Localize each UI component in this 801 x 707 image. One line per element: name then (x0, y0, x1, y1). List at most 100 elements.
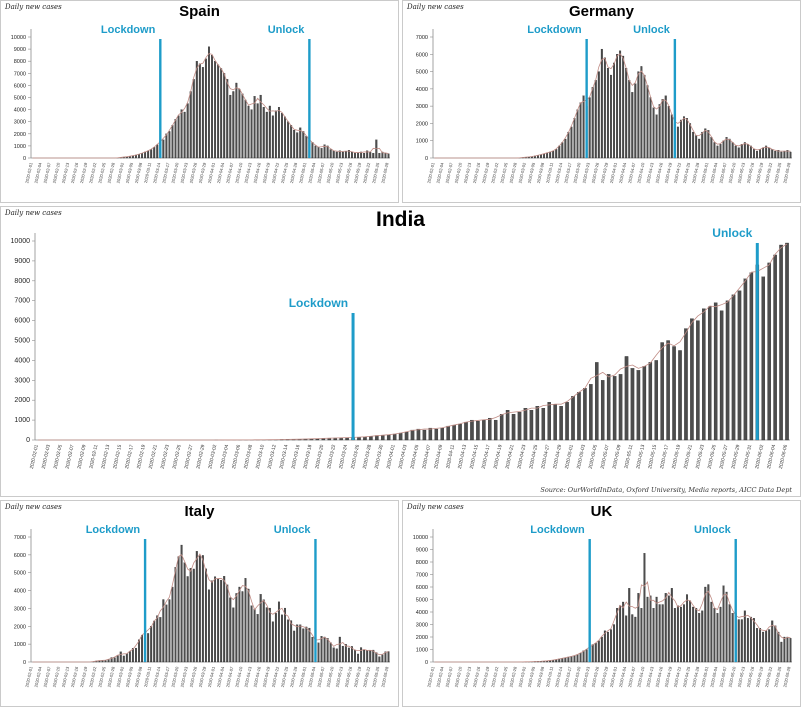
x-tick-label: 2020-03-08 (134, 161, 143, 183)
x-tick-label: 2020-02-13 (100, 444, 111, 470)
x-tick-label: 2020-05-03 (576, 444, 587, 470)
x-tick-label: 2020-05-01 (298, 665, 307, 687)
x-tick-label: 2020-02-28 (106, 161, 115, 183)
x-tick-label: 2020-05-25 (707, 444, 718, 470)
trend-line (32, 553, 389, 663)
x-tick-label: 2020-04-13 (243, 665, 252, 687)
x-tick-label: 2020-03-14 (152, 161, 161, 183)
x-tick-label: 2020-02-10 (454, 665, 463, 687)
x-tick-label: 2020-04-25 (528, 444, 539, 470)
x-tick-label: 2020-05-01 (298, 161, 307, 183)
x-tick-label: 2020-05-07 (718, 665, 727, 687)
x-tick-label: 2020-04-13 (645, 665, 654, 687)
source-note: Source: OurWorldInData, Oxford Universit… (540, 486, 792, 494)
x-tick-label: 2020-05-22 (362, 665, 371, 687)
x-tick-label: 2020-04-01 (207, 161, 216, 183)
chart-title-germany: Germany (568, 3, 635, 20)
x-tick-label: 2020-05-23 (695, 444, 706, 470)
x-tick-label: 2020-05-04 (709, 665, 718, 687)
x-tick-label: 2020-04-16 (252, 161, 261, 183)
x-tick-label: 2020-04-07 (225, 161, 234, 183)
y-tick-label: 2000 (14, 397, 30, 404)
x-tick-label: 2020-05-19 (671, 444, 682, 470)
x-tick-label: 2020-03-29 (600, 161, 609, 183)
x-tick-label: 2020-05-27 (719, 444, 730, 470)
x-tick-label: 2020-02-19 (79, 665, 88, 687)
x-tick-label: 2020-04-10 (636, 161, 645, 183)
x-tick-label: 2020-04-28 (289, 161, 298, 183)
x-tick-label: 2020-05-15 (647, 444, 658, 470)
x-tick-label: 2020-03-26 (189, 161, 198, 183)
india-chart-plot: 0 1000 2000 3000 4000 5000 6000 7000 8000 9000 100… (11, 226, 790, 470)
x-tick-label: 2020-05-22 (362, 161, 371, 183)
x-tick-label: 2020-02-07 (43, 665, 52, 687)
x-tick-label: 2020-03-29 (198, 161, 207, 183)
y-tick-label: 6000 (416, 52, 428, 58)
x-tick-label: 2020-04-23 (516, 444, 527, 470)
y-tick-label: 9000 (14, 47, 26, 53)
x-tick-label: 2020-02-25 (97, 161, 106, 183)
x-tick-label: 2020-03-05 (527, 161, 536, 183)
x-tick-label: 2020-03-02 (116, 161, 125, 183)
x-tick-label: 2020-05-19 (755, 161, 764, 183)
x-tick-label: 2020-03-18 (302, 444, 313, 470)
x-tick-label: 2020-04-27 (540, 444, 551, 470)
y-tick-label: 3000 (14, 606, 26, 612)
y-tick-label: 1000 (416, 648, 428, 654)
x-tick-label: 2020-04-10 (636, 665, 645, 687)
x-tick-label: 2020-04-21 (505, 444, 516, 470)
x-tick-label: 2020-05-07 (316, 665, 325, 687)
y-tick-label: 0 (425, 660, 428, 666)
x-tick-label: 2020-05-28 (380, 665, 389, 687)
x-tick-label: 2020-02-13 (61, 161, 70, 183)
y-axis-caption: Daily new cases (5, 3, 62, 11)
x-tick-label: 2020-04-16 (654, 161, 663, 183)
trend-line (434, 580, 791, 663)
x-tick-label: 2020-02-05 (53, 444, 64, 470)
x-tick-label: 2020-02-07 (445, 161, 454, 183)
x-tick-label: 2020-05-01 (700, 161, 709, 183)
x-tick-label: 2020-04-07 (225, 665, 234, 687)
x-tick-label: 2020-03-24 (338, 444, 349, 470)
x-tick-label: 2020-04-29 (552, 444, 563, 470)
x-tick-label: 2020-03-23 (179, 665, 188, 687)
x-tick-label: 2020-04-19 (493, 444, 504, 470)
x-tick-label: 2020-02-27 (184, 444, 195, 470)
x-tick-label: 2020-04-03 (398, 444, 409, 470)
x-tick-label: 2020-04-07 (627, 665, 636, 687)
chart-title-uk: UK (590, 503, 613, 520)
trend-line (37, 243, 788, 441)
x-tick-label: 2020-03-05 (125, 161, 134, 183)
x-tick-label: 2020-05-21 (683, 444, 694, 470)
x-tick-label: 2020-04-25 (682, 665, 691, 687)
y-tick-label: 1000 (14, 417, 30, 424)
x-tick-label: 2020-02-28 (106, 665, 115, 687)
x-tick-label: 2020-04-04 (618, 161, 627, 183)
x-tick-label: 2020-03-14 (554, 161, 563, 183)
lockdown-label: Lockdown (527, 24, 582, 36)
germany-chart-panel: Daily new cases Germany 0 1000 2000 3000 400… (402, 0, 801, 203)
y-tick-label: 4000 (14, 108, 26, 114)
x-tick-label: 2020-03-14 (152, 665, 161, 687)
y-tick-label: 7000 (14, 535, 26, 541)
uk-chart-panel: Daily new cases UK 0 1000 2000 3000 4000 5000… (402, 500, 801, 707)
y-tick-label: 5000 (14, 338, 30, 345)
x-tick-label: 2020-03-30 (374, 444, 385, 470)
x-tick-label: 2020-03-14 (554, 665, 563, 687)
x-tick-label: 2020-05-13 (335, 161, 344, 183)
unlock-label: Unlock (694, 524, 732, 536)
x-tick-label: 2020-03-17 (161, 665, 170, 687)
x-tick-label: 2020-03-23 (581, 161, 590, 183)
x-tick-label: 2020-05-25 (371, 161, 380, 183)
x-tick-label: 2020-04-05 (409, 444, 420, 470)
x-tick-label: 2020-02-22 (88, 161, 97, 183)
x-tick-label: 2020-04-28 (691, 665, 700, 687)
x-tick-label: 2020-02-22 (490, 665, 499, 687)
y-tick-label: 4000 (14, 357, 30, 364)
x-tick-label: 2020-05-13 (737, 161, 746, 183)
x-tick-label: 2020-03-28 (362, 444, 373, 470)
x-tick-label: 2020-02-13 (61, 665, 70, 687)
y-tick-label: 0 (425, 156, 428, 162)
x-tick-label: 2020-05-25 (773, 161, 782, 183)
